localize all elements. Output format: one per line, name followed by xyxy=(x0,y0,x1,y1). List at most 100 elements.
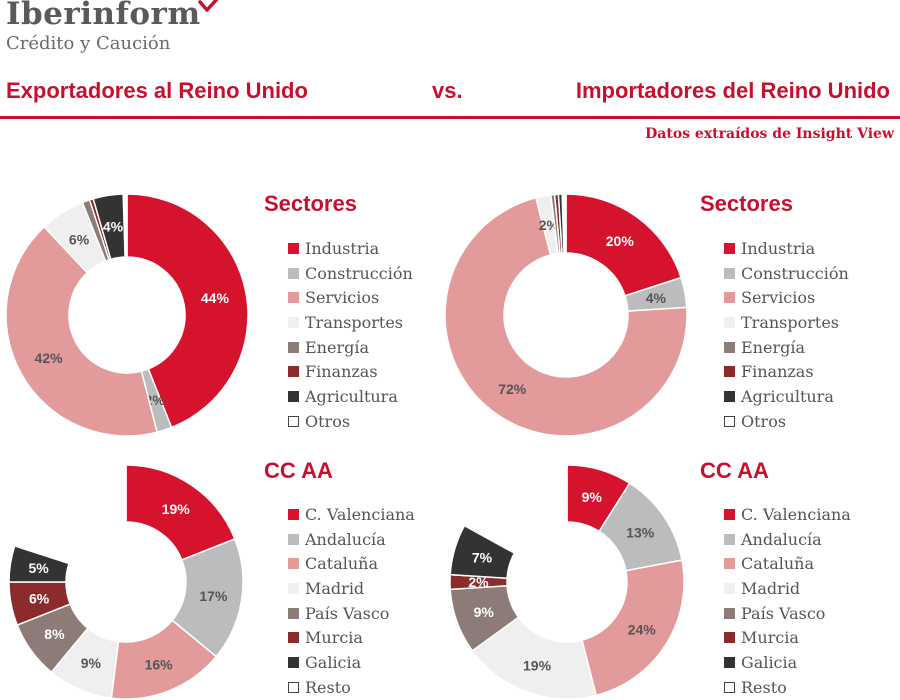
legend-label: Servicios xyxy=(305,288,380,308)
legend-item-construccion: Construcción xyxy=(288,261,413,286)
legend-item-otros: Otros xyxy=(724,409,849,434)
legend-swatch xyxy=(724,508,735,520)
legend-item-servicios: Servicios xyxy=(288,285,413,310)
legend-swatch xyxy=(288,267,299,279)
legend-swatch xyxy=(288,292,299,304)
legend-item-murcia: Murcia xyxy=(288,625,415,650)
slice-servicios xyxy=(444,196,688,437)
legend-swatch xyxy=(724,656,735,668)
legend-item-agricultura: Agricultura xyxy=(724,384,849,409)
title-vs: vs. xyxy=(432,78,463,103)
data-label-c-valenciana: 9% xyxy=(582,489,603,505)
header-divider xyxy=(0,116,900,119)
donut-importers-ccaa: 9% 13% 24% 19% 9% 2% 7% xyxy=(449,464,685,700)
legend-label: Madrid xyxy=(741,578,801,598)
legend-label: Madrid xyxy=(305,578,365,598)
data-label-cataluna: 16% xyxy=(145,656,174,672)
slice-industria xyxy=(126,193,249,429)
legend-swatch xyxy=(288,508,299,520)
legend-label: Otros xyxy=(741,411,787,431)
legend-label: Construcción xyxy=(741,263,849,283)
data-label-construccion: 4% xyxy=(646,290,667,306)
legend-item-energia: Energía xyxy=(724,335,849,360)
legend-swatch xyxy=(288,316,299,328)
legend-item-cataluna: Cataluña xyxy=(288,551,415,576)
legend-swatch xyxy=(288,558,299,570)
donut-exporters-sectores: 44%2%42%6%4% xyxy=(5,193,249,437)
legend-label: Otros xyxy=(305,411,351,431)
legend-item-galicia: Galicia xyxy=(288,650,415,675)
legend-label: Industria xyxy=(305,238,380,258)
brand-check-icon xyxy=(198,0,219,12)
legend-swatch xyxy=(288,632,299,644)
legend-item-pais-vasco: País Vasco xyxy=(288,601,415,626)
legend-swatch xyxy=(724,681,735,693)
legend-label: Transportes xyxy=(305,312,404,332)
legend-swatch xyxy=(724,390,735,402)
legend-label: Galicia xyxy=(741,652,798,672)
data-label-servicios: 72% xyxy=(498,381,527,397)
slice-otros xyxy=(122,193,128,258)
legend-item-transportes: Transportes xyxy=(724,310,849,335)
slice-resto xyxy=(463,464,568,555)
legend-swatch xyxy=(288,533,299,545)
legend-title-exporters-ccaa: CC AA xyxy=(264,458,333,483)
legend-swatch xyxy=(724,341,735,353)
legend-label: Andalucía xyxy=(305,529,386,549)
legend-swatch xyxy=(288,582,299,594)
legend-item-madrid: Madrid xyxy=(724,576,851,601)
legend-item-resto: Resto xyxy=(724,675,851,700)
legend-item-galicia: Galicia xyxy=(724,650,851,675)
data-label-madrid: 19% xyxy=(523,657,552,673)
title-importers: Importadores del Reino Unido xyxy=(575,78,890,103)
legend-label: Agricultura xyxy=(305,386,398,406)
legend-label: Transportes xyxy=(741,312,840,332)
legend-title-importers-sectores: Sectores xyxy=(700,191,793,216)
data-label-c-valenciana: 19% xyxy=(162,501,191,517)
legend-item-c-valenciana: C. Valenciana xyxy=(288,502,415,527)
legend-item-energia: Energía xyxy=(288,335,413,360)
legend-item-servicios: Servicios xyxy=(724,285,849,310)
legend-swatch xyxy=(288,242,299,254)
legend-swatch xyxy=(288,607,299,619)
legend-swatch xyxy=(288,366,299,378)
data-label-murcia: 6% xyxy=(29,591,50,607)
slice-servicios xyxy=(5,225,159,437)
data-label-galicia: 5% xyxy=(28,560,49,576)
legend-swatch xyxy=(724,292,735,304)
legend-swatch xyxy=(724,533,735,545)
data-label-pais-vasco: 8% xyxy=(44,626,65,642)
legend-item-andalucia: Andalucía xyxy=(288,527,415,552)
slice-resto xyxy=(13,464,127,565)
legend-label: Finanzas xyxy=(305,362,378,382)
legend-label: Murcia xyxy=(305,628,363,648)
legend-item-pais-vasco: País Vasco xyxy=(724,601,851,626)
legend-swatch xyxy=(288,341,299,353)
legend-swatch xyxy=(724,632,735,644)
legend-item-industria: Industria xyxy=(288,236,413,261)
legend-label: País Vasco xyxy=(741,603,826,623)
donut-importers-sectores: 20%4%72%2% xyxy=(444,193,688,437)
legend-item-otros: Otros xyxy=(288,409,413,434)
legend-swatch xyxy=(288,390,299,402)
legend-swatch xyxy=(724,242,735,254)
data-label-servicios: 42% xyxy=(35,350,64,366)
legend-item-cataluna: Cataluña xyxy=(724,551,851,576)
data-label-andalucia: 13% xyxy=(626,524,655,540)
legend-label: Servicios xyxy=(741,288,816,308)
legend-label: Energía xyxy=(741,337,805,357)
legend-item-c-valenciana: C. Valenciana xyxy=(724,502,851,527)
legend-item-agricultura: Agricultura xyxy=(288,384,413,409)
legend-importers-sectores: Industria Construcción Servicios Transporte… xyxy=(724,236,849,434)
legend-label: Cataluña xyxy=(741,554,815,574)
legend-label: Cataluña xyxy=(305,554,379,574)
legend-title-importers-ccaa: CC AA xyxy=(700,458,769,483)
legend-exporters-sectores: Industria Construcción Servicios Transporte… xyxy=(288,236,413,434)
slice-otros xyxy=(561,193,567,254)
legend-label: Resto xyxy=(741,677,787,697)
slice-cataluna xyxy=(581,559,685,697)
legend-swatch xyxy=(724,316,735,328)
legend-swatch xyxy=(724,607,735,619)
legend-label: Energía xyxy=(305,337,369,357)
data-label-industria: 20% xyxy=(606,233,635,249)
